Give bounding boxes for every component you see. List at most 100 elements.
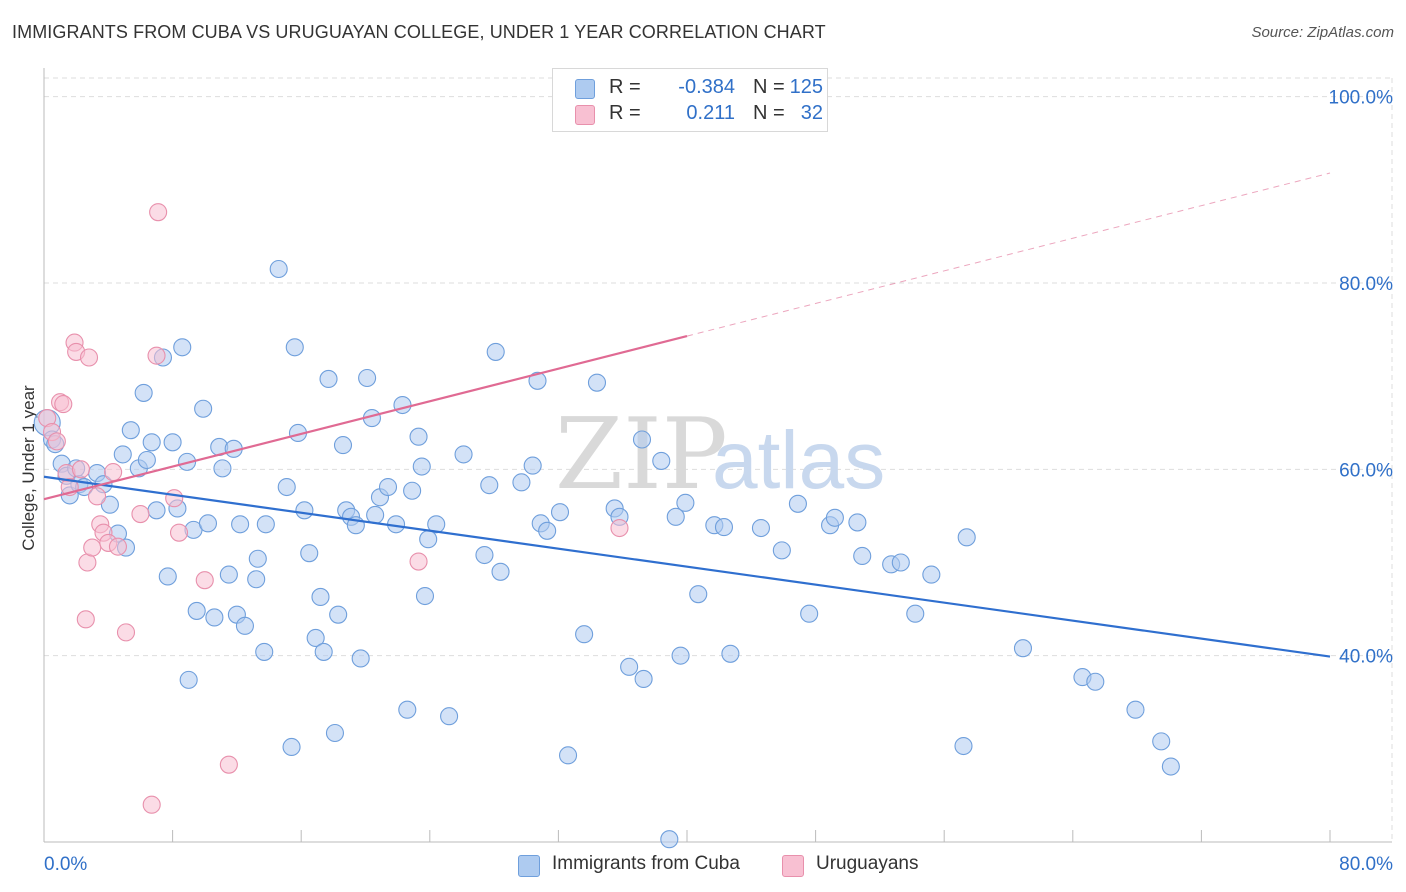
- point-cuba: [1152, 732, 1171, 751]
- point-cuba: [306, 628, 325, 648]
- point-cuba: [142, 433, 161, 452]
- point-cuba: [491, 562, 510, 581]
- point-cuba: [187, 601, 206, 620]
- tick-labels: 100.0% 80.0% 60.0% 40.0% 0.0% 80.0%: [44, 88, 1393, 875]
- point-cuba: [134, 383, 153, 402]
- point-uruguayan: [76, 610, 95, 629]
- point-cuba: [277, 477, 296, 497]
- legend-swatch-blue: [518, 855, 540, 877]
- point-cuba: [415, 586, 435, 606]
- point-uruguayan: [219, 755, 238, 774]
- point-uruguayan: [195, 571, 214, 590]
- legend-swatch-blue: [575, 79, 595, 99]
- axes: [43, 68, 1392, 843]
- point-cuba: [325, 723, 345, 743]
- point-cuba: [219, 565, 238, 584]
- point-cuba: [173, 338, 192, 357]
- point-cuba: [163, 433, 182, 452]
- point-cuba: [412, 457, 431, 476]
- point-uruguayan: [142, 795, 161, 814]
- point-uruguayan: [169, 523, 189, 542]
- point-cuba: [319, 369, 338, 388]
- y-tick-label: 80.0%: [1339, 274, 1393, 295]
- watermark-zip: ZIP: [555, 398, 728, 512]
- point-cuba: [587, 373, 607, 392]
- point-cuba: [652, 451, 671, 470]
- y-axis-label: College, Under 1 year: [19, 385, 38, 551]
- watermark-atlas: atlas: [712, 415, 885, 506]
- point-cuba: [676, 493, 695, 512]
- n-label: N =: [753, 76, 785, 98]
- point-cuba: [121, 421, 140, 440]
- point-cuba: [366, 505, 385, 525]
- point-cuba: [906, 604, 925, 623]
- point-uruguayan: [147, 346, 166, 365]
- point-uruguayan: [610, 518, 629, 538]
- point-cuba: [660, 830, 679, 849]
- r-value: 0.211: [686, 102, 735, 124]
- point-uruguayan: [108, 537, 127, 556]
- y-tick-label: 60.0%: [1339, 460, 1393, 481]
- point-cuba: [575, 625, 594, 644]
- series-immigrants-from-cuba: [33, 259, 1180, 849]
- legend-label: Immigrants from Cuba: [552, 853, 740, 874]
- point-cuba: [282, 737, 301, 757]
- point-uruguayan: [83, 538, 102, 557]
- point-cuba: [486, 342, 505, 361]
- point-cuba: [538, 521, 557, 540]
- point-cuba: [632, 430, 652, 449]
- x-tick-label-max: 80.0%: [1339, 854, 1393, 875]
- point-cuba: [100, 495, 119, 514]
- point-cuba: [480, 476, 499, 495]
- point-cuba: [248, 549, 267, 568]
- point-cuba: [198, 514, 218, 533]
- point-cuba: [512, 473, 531, 492]
- trend-line-cuba: [43, 475, 1331, 658]
- point-cuba: [255, 642, 274, 661]
- point-cuba: [409, 427, 428, 446]
- point-cuba: [666, 507, 685, 526]
- point-cuba: [393, 395, 412, 415]
- point-cuba: [194, 399, 213, 418]
- point-cuba: [419, 530, 438, 549]
- point-cuba: [398, 700, 417, 719]
- point-cuba: [751, 518, 770, 538]
- point-uruguayan: [79, 348, 99, 367]
- legend-label: Uruguayans: [816, 853, 919, 874]
- point-cuba: [235, 616, 254, 635]
- trend-lines: [43, 172, 1331, 658]
- trend-line-uruguayans: [43, 335, 688, 501]
- point-cuba: [1161, 757, 1180, 776]
- point-cuba: [454, 445, 473, 464]
- point-cuba: [1086, 672, 1105, 691]
- point-uruguayan: [165, 489, 184, 508]
- y-tick-label: 100.0%: [1329, 88, 1394, 109]
- n-label: N =: [753, 102, 785, 124]
- point-cuba: [788, 494, 807, 513]
- point-cuba: [285, 338, 304, 357]
- point-cuba: [772, 541, 791, 560]
- point-cuba: [848, 513, 867, 532]
- n-value: 32: [800, 102, 823, 124]
- y-tick-label: 40.0%: [1339, 647, 1393, 668]
- r-label: R =: [609, 102, 641, 124]
- point-cuba: [440, 707, 459, 726]
- point-cuba: [1126, 700, 1145, 719]
- point-cuba: [231, 515, 250, 534]
- point-cuba: [314, 642, 333, 661]
- point-uruguayan: [87, 487, 107, 506]
- point-cuba: [295, 501, 314, 520]
- n-value: 125: [789, 76, 823, 98]
- point-cuba: [378, 477, 398, 497]
- stats-legend: R = -0.384 N = 125 R = 0.211 N = 32: [552, 68, 828, 132]
- point-cuba: [256, 515, 275, 534]
- point-cuba: [954, 736, 973, 756]
- point-cuba: [311, 587, 330, 607]
- point-uruguayan: [47, 432, 66, 451]
- series-legend: Immigrants from Cuba Uruguayans: [0, 852, 1406, 878]
- point-uruguayan: [71, 460, 91, 479]
- point-cuba: [158, 567, 177, 586]
- chart-title: IMMIGRANTS FROM CUBA VS URUGUAYAN COLLEG…: [12, 22, 826, 42]
- point-cuba: [721, 644, 740, 663]
- gridlines: [44, 77, 1393, 842]
